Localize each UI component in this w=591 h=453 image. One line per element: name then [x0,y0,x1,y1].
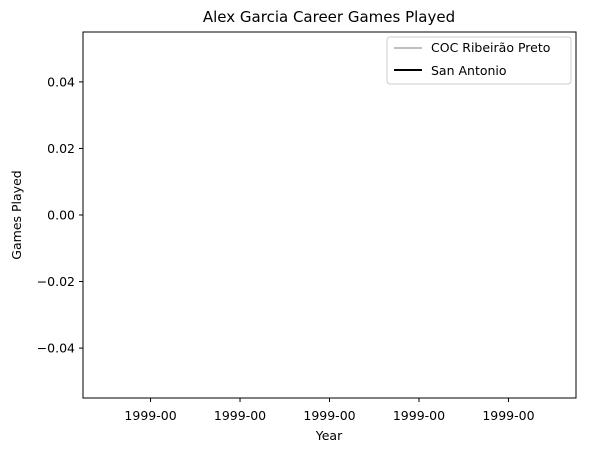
x-tick-label: 1999-00 [124,408,176,423]
y-tick-label: −0.04 [37,341,75,356]
y-tick-label: 0.02 [47,141,75,156]
y-axis-label: Games Played [9,170,24,259]
x-axis-label: Year [315,428,343,443]
x-axis: 1999-00 1999-00 1999-00 1999-00 1999-00 [124,398,535,423]
legend-label-coc-ribeirao-preto: COC Ribeirão Preto [431,40,550,55]
chart-title: Alex Garcia Career Games Played [203,8,455,26]
y-tick-label: −0.02 [37,274,75,289]
y-tick-label: 0.04 [47,74,75,89]
legend-label-san-antonio: San Antonio [431,63,507,78]
x-tick-label: 1999-00 [214,408,266,423]
x-tick-label: 1999-00 [482,408,534,423]
x-tick-label: 1999-00 [303,408,355,423]
y-axis: −0.04 −0.02 0.00 0.02 0.04 [37,74,83,356]
legend-box [386,36,572,85]
y-tick-label: 0.00 [47,208,75,223]
plot-area [82,31,577,399]
legend: COC Ribeirão Preto San Antonio [386,36,572,85]
x-tick-label: 1999-00 [393,408,445,423]
